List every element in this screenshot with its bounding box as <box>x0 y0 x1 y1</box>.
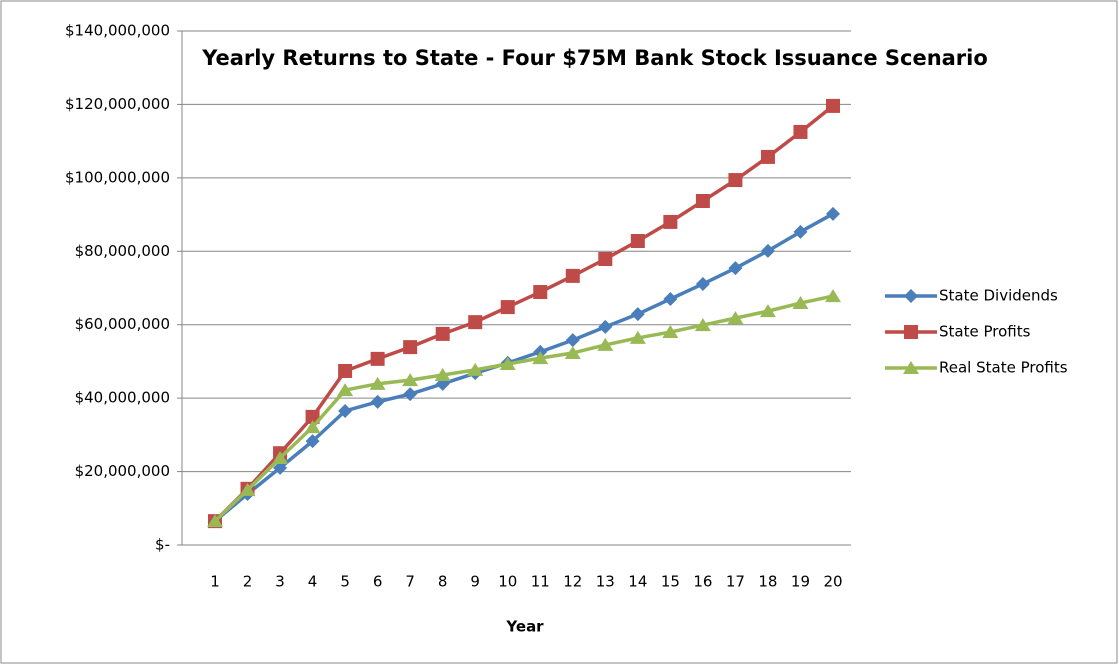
marker <box>304 420 321 434</box>
marker <box>403 340 418 355</box>
marker <box>598 251 613 266</box>
x-tick-label: 5 <box>340 573 350 591</box>
marker <box>467 362 484 376</box>
legend-label: State Dividends <box>939 287 1058 305</box>
y-tick-label: $140,000,000 <box>65 22 170 40</box>
marker <box>305 434 320 449</box>
marker <box>564 345 581 359</box>
x-tick-label: 14 <box>628 573 647 591</box>
x-tick-label: 19 <box>791 573 810 591</box>
marker <box>663 292 678 307</box>
legend-label: State Profits <box>939 323 1031 341</box>
x-tick-label: 9 <box>470 573 480 591</box>
marker <box>695 276 710 291</box>
marker <box>792 296 809 310</box>
marker <box>338 363 353 378</box>
marker <box>904 289 918 303</box>
marker <box>532 351 549 365</box>
series-line <box>213 212 834 523</box>
x-tick-label: 8 <box>438 573 448 591</box>
marker <box>434 368 451 382</box>
marker <box>370 351 385 366</box>
marker <box>904 325 918 339</box>
x-tick-label: 20 <box>823 573 842 591</box>
marker <box>630 307 645 322</box>
marker <box>629 330 646 344</box>
marker <box>468 315 483 330</box>
marker <box>402 373 419 387</box>
x-tick-label: 3 <box>275 573 285 591</box>
y-tick-label: $120,000,000 <box>65 95 170 113</box>
x-tick-label: 10 <box>498 573 517 591</box>
marker <box>273 460 288 475</box>
x-tick-label: 17 <box>726 573 745 591</box>
marker <box>694 318 711 332</box>
marker <box>826 206 840 221</box>
x-tick-label: 2 <box>243 573 253 591</box>
marker <box>338 403 353 418</box>
x-tick-label: 6 <box>373 573 383 591</box>
y-tick-label: $40,000,000 <box>75 389 170 407</box>
marker <box>337 383 354 397</box>
marker <box>759 304 776 318</box>
marker <box>565 333 580 348</box>
marker <box>239 482 256 496</box>
series-line <box>213 294 834 523</box>
marker <box>370 394 385 409</box>
marker <box>499 356 516 370</box>
marker <box>760 243 775 258</box>
marker <box>305 409 320 424</box>
x-axis-label: Year <box>505 618 544 636</box>
y-tick-label: $100,000,000 <box>65 168 170 186</box>
x-tick-label: 18 <box>758 573 777 591</box>
x-tick-label: 13 <box>596 573 615 591</box>
marker <box>207 514 223 528</box>
marker <box>500 300 515 315</box>
marker <box>272 450 289 464</box>
marker <box>663 214 678 229</box>
y-tick-label: $60,000,000 <box>75 315 170 333</box>
marker <box>825 289 841 303</box>
marker <box>565 268 580 283</box>
marker <box>533 285 548 300</box>
marker <box>826 98 840 113</box>
marker <box>695 193 710 208</box>
marker <box>760 149 775 164</box>
x-tick-label: 16 <box>693 573 712 591</box>
marker <box>435 326 450 341</box>
x-tick-label: 7 <box>405 573 415 591</box>
x-tick-label: 15 <box>661 573 680 591</box>
marker <box>728 261 743 276</box>
legend-label: Real State Profits <box>939 359 1068 377</box>
marker <box>597 337 614 351</box>
marker <box>793 124 808 139</box>
y-tick-label: $- <box>155 536 170 554</box>
x-tick-label: 4 <box>308 573 318 591</box>
marker <box>662 325 679 339</box>
marker <box>727 311 744 325</box>
marker <box>793 224 808 239</box>
chart-title: Yearly Returns to State - Four $75M Bank… <box>202 46 988 70</box>
x-tick-label: 12 <box>563 573 582 591</box>
marker <box>728 173 743 188</box>
y-tick-label: $20,000,000 <box>75 462 170 480</box>
x-tick-label: 1 <box>210 573 220 591</box>
x-tick-label: 11 <box>531 573 550 591</box>
marker <box>903 361 919 374</box>
marker <box>369 376 386 390</box>
marker <box>630 234 645 249</box>
marker <box>403 387 418 402</box>
y-tick-label: $80,000,000 <box>75 242 170 260</box>
marker <box>598 319 613 334</box>
